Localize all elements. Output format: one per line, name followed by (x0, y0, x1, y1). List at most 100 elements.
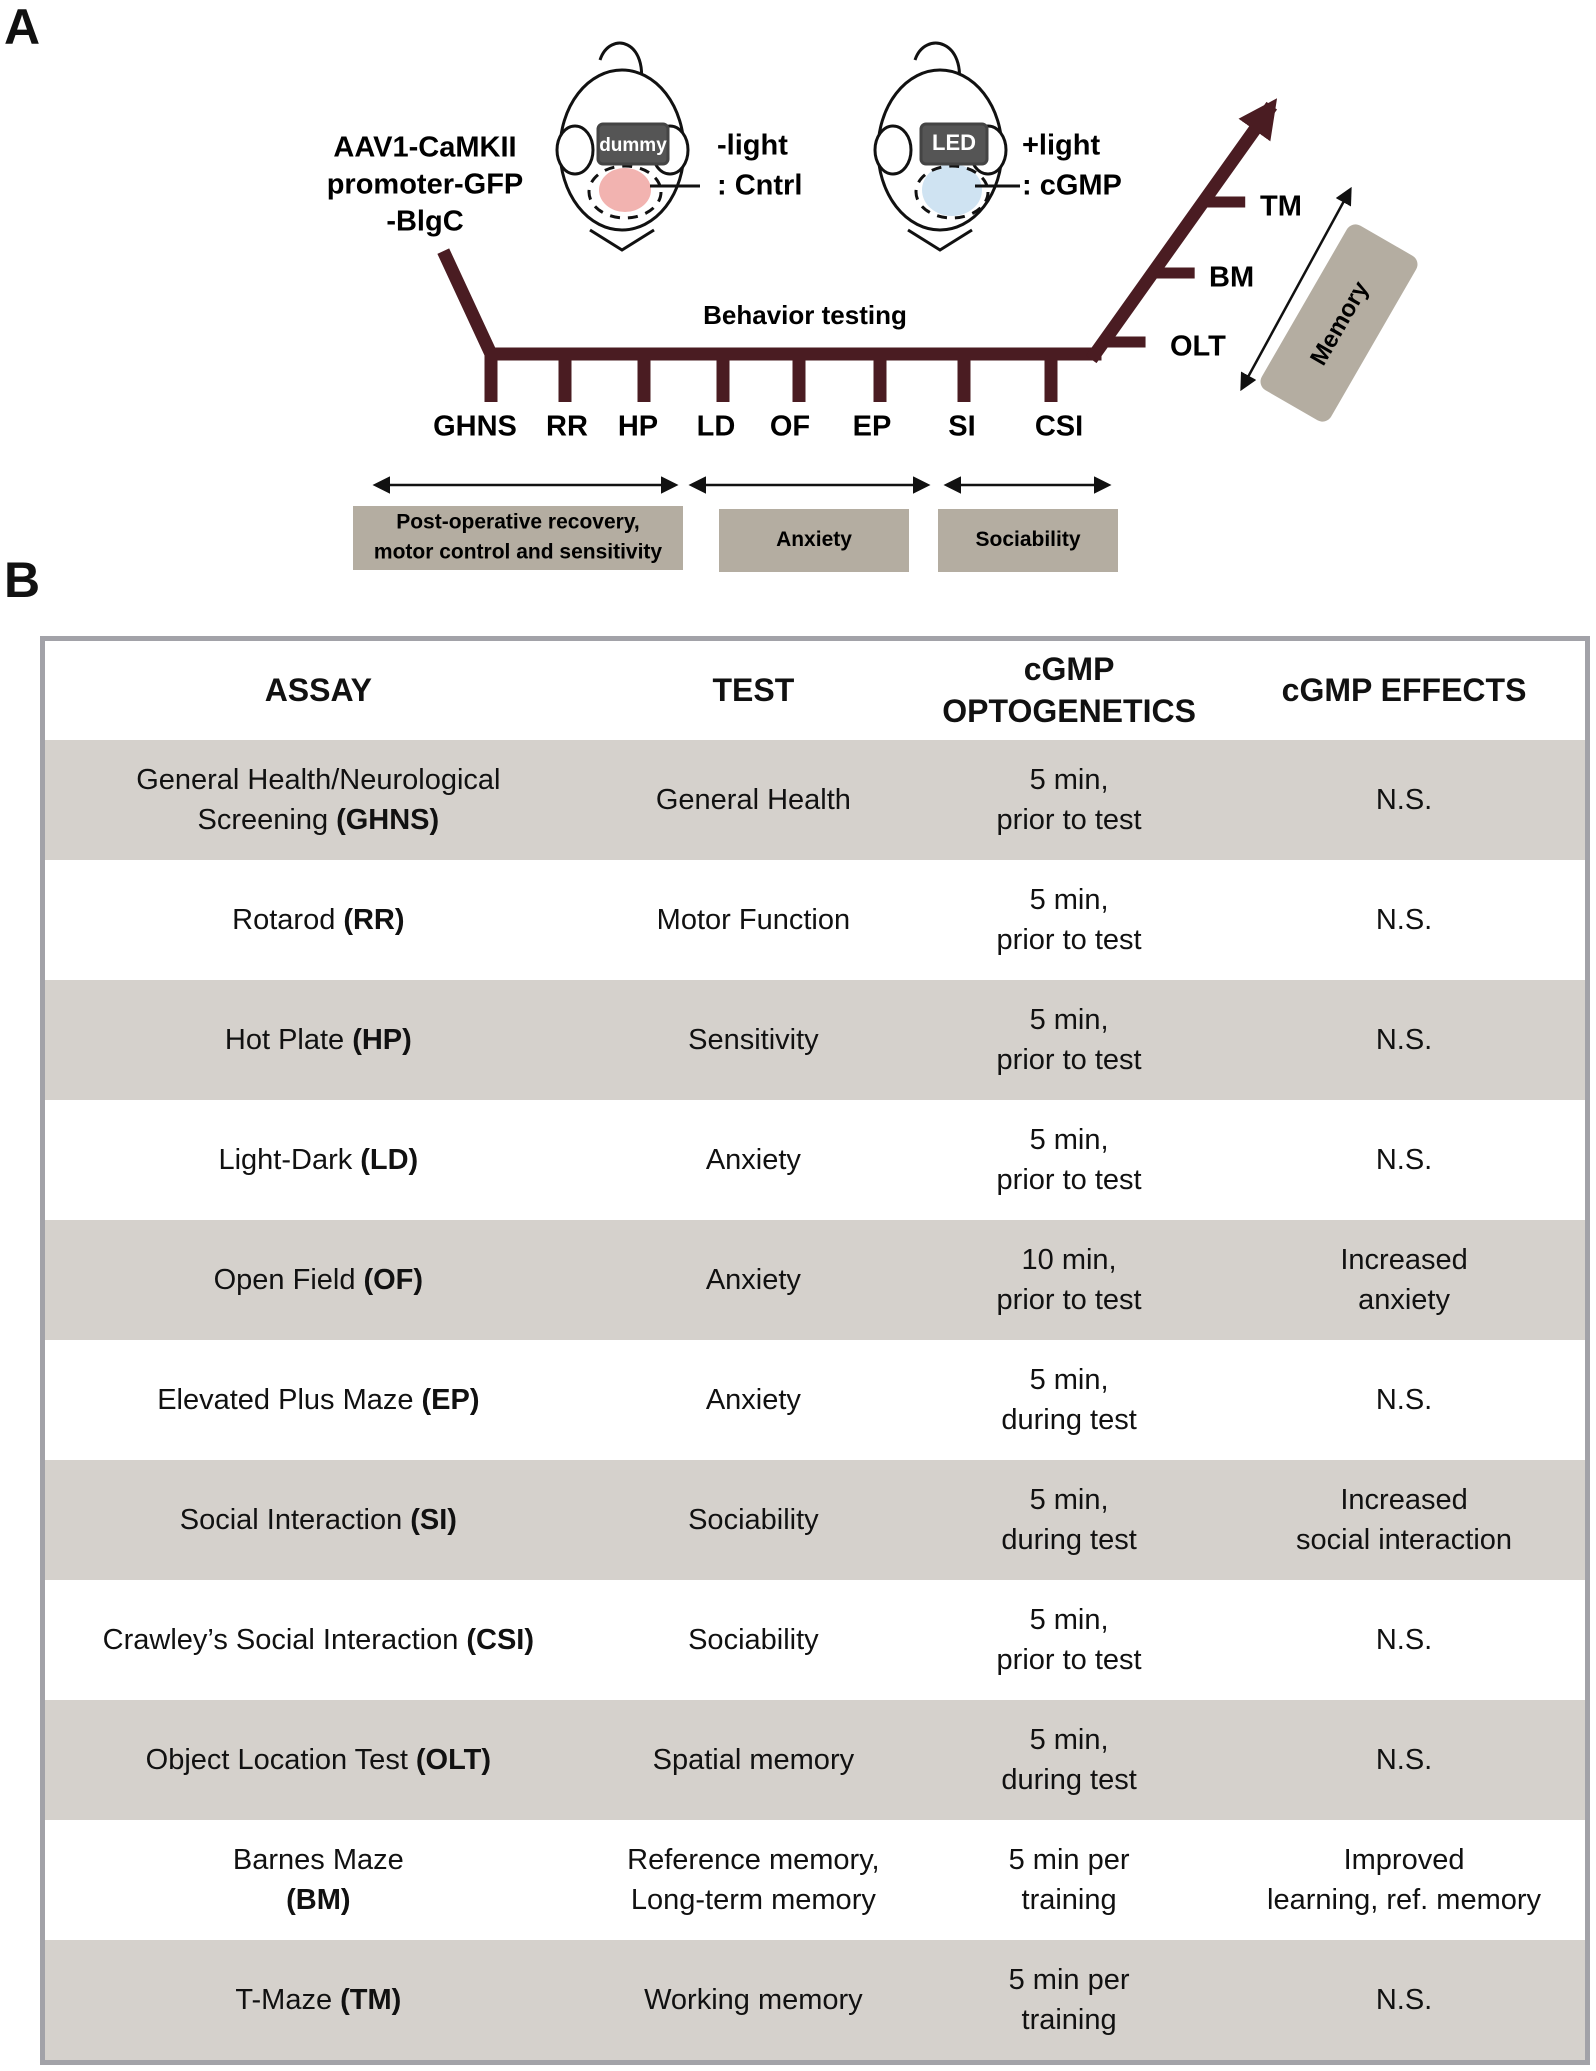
assay-text: (EP) (421, 1383, 480, 1416)
cell-text: 5 min, (1029, 1603, 1109, 1636)
cell-text: 5 min per (1008, 1843, 1130, 1876)
cell-text: Anxiety (705, 1263, 801, 1296)
cell-text: N.S. (1375, 1983, 1433, 2016)
condition-text: : Cntrl (717, 170, 802, 202)
optogenetics-cell: 5 min, prior to test (915, 1100, 1223, 1220)
test-cell: Sensitivity (591, 980, 916, 1100)
table-row: Open Field (OF) Anxiety 10 min, prior to tes… (45, 1220, 1585, 1340)
assay-line: Crawley’s Social Interaction (CSI) (45, 1620, 592, 1660)
assay-line: Light-Dark (LD) (45, 1140, 592, 1180)
cell-text: Increased (1340, 1483, 1468, 1516)
group-label: motor control and sensitivity (374, 541, 663, 564)
group-box (353, 506, 683, 570)
assay-cell: Rotarod (RR) (45, 860, 592, 980)
assay-text: (OF) (363, 1263, 424, 1296)
group-label: Sociability (975, 528, 1080, 551)
group-label: Post-operative recovery, (396, 511, 640, 534)
assay-cell: Open Field (OF) (45, 1220, 592, 1340)
assay-text: (GHNS) (336, 804, 440, 836)
test-label: CSI (1035, 411, 1083, 443)
assay-text: (RR) (343, 903, 405, 936)
assay-text: (CSI) (466, 1623, 535, 1656)
test-cell: Spatial memory (591, 1700, 916, 1820)
optogenetics-cell: 5 min, during test (915, 1700, 1224, 1820)
cell-text: 5 min, (1029, 1723, 1109, 1756)
cell-text: prior to test (996, 1644, 1142, 1676)
cell-text: Long-term memory (630, 1884, 876, 1916)
effects-cell: N.S. (1223, 980, 1585, 1100)
memory-box: Memory (1260, 224, 1418, 422)
device-label: dummy (599, 135, 667, 156)
mouse-control (555, 41, 700, 252)
effects-cell: N.S. (1223, 740, 1585, 860)
cell-text: 5 min per (1008, 1963, 1130, 1996)
cell-text: during test (1001, 1404, 1137, 1436)
header-cell: cGMP OPTOGENETICS (915, 641, 1223, 740)
test-cell: Motor Function (592, 860, 915, 980)
table-row: T-Maze (TM) Working memory 5 min per trainin… (45, 1940, 1585, 2060)
test-cell: Working memory (591, 1940, 916, 2060)
table-frame: ASSAY TEST cGMP OPTOGENETICS cGMP EFFECTS Ge… (40, 636, 1590, 2065)
header-text: cGMP (1023, 650, 1115, 687)
effects-cell: Improved learning, ref. memory (1223, 1820, 1585, 1940)
cell-text: training (1021, 2004, 1117, 2036)
group-label: Anxiety (776, 528, 852, 551)
injection-text: -BlgC (386, 206, 463, 238)
panel-a: Memory AAV1-CaMKII promoter-GFP -BlgC dummy… (327, 41, 1418, 572)
effects-cell: N.S. (1223, 1100, 1585, 1220)
assay-text: (BM) (286, 1884, 351, 1916)
test-label: SI (948, 411, 975, 443)
assay-line: (BM) (45, 1880, 592, 1920)
test-label: GHNS (433, 411, 517, 443)
assay-line: Object Location Test (OLT) (45, 1740, 592, 1780)
panel-label: A (4, 0, 41, 55)
assay-line: Social Interaction (SI) (45, 1500, 592, 1540)
assay-cell: Crawley’s Social Interaction (CSI) (45, 1580, 592, 1700)
table-row: Hot Plate (HP) Sensitivity 5 min, prior to t… (45, 980, 1585, 1100)
cell-text: prior to test (996, 804, 1142, 836)
assay-text: (TM) (340, 1983, 402, 2016)
header-cell: TEST (592, 641, 915, 740)
cell-text: Sociability (688, 1623, 819, 1656)
cell-text: N.S. (1375, 783, 1433, 816)
assay-cell: Light-Dark (LD) (45, 1100, 592, 1220)
assay-text: Open Field (213, 1263, 356, 1296)
optogenetics-cell: 5 min per training (915, 1940, 1224, 2060)
assay-text: Hot Plate (224, 1023, 345, 1056)
cell-text: 5 min, (1029, 1483, 1109, 1516)
cell-text: Increased (1340, 1243, 1468, 1276)
assay-text: T-Maze (235, 1983, 333, 2016)
timeline-label: Behavior testing (703, 300, 907, 330)
group-box (719, 509, 909, 572)
optogenetics-cell: 5 min, prior to test (915, 1580, 1223, 1700)
test-cell: Anxiety (592, 1340, 915, 1460)
cell-text: Anxiety (705, 1143, 801, 1176)
test-cell: General Health (591, 740, 916, 860)
condition-text: : cGMP (1022, 170, 1122, 202)
cell-text: Working memory (644, 1983, 863, 2016)
test-label: RR (546, 411, 588, 443)
memory-test-label: TM (1260, 191, 1302, 223)
condition-text: +light (1022, 130, 1100, 162)
test-cell: Reference memory, Long-term memory (592, 1820, 915, 1940)
assay-text: General Health/Neurological (136, 763, 501, 796)
assay-text: (OLT) (415, 1743, 492, 1776)
cell-text: learning, ref. memory (1267, 1884, 1542, 1916)
table-row: Object Location Test (OLT) Spatial memory 5… (45, 1700, 1585, 1820)
optogenetics-cell: 5 min, during test (915, 1460, 1224, 1580)
cell-text: 5 min, (1029, 1003, 1109, 1036)
assay-cell: T-Maze (TM) (45, 1940, 592, 2060)
assay-line: Rotarod (RR) (45, 900, 592, 940)
assay-line: Barnes Maze (45, 1840, 592, 1880)
test-label: EP (853, 411, 892, 443)
optogenetics-cell: 5 min per training (915, 1820, 1223, 1940)
assay-line: Hot Plate (HP) (45, 1020, 592, 1060)
cell-text: Sensitivity (688, 1023, 819, 1056)
table-row: Light-Dark (LD) Anxiety 5 min, prior to test… (45, 1100, 1585, 1220)
assay-line: Elevated Plus Maze (EP) (45, 1380, 592, 1420)
table-row: Social Interaction (SI) Sociability 5 min, d… (45, 1460, 1585, 1580)
cell-text: 5 min, (1029, 1123, 1109, 1156)
table-row: Barnes Maze (BM) Reference memory, Long-ter… (45, 1820, 1585, 1940)
cell-text: N.S. (1375, 1743, 1433, 1776)
assay-line: T-Maze (TM) (45, 1980, 592, 2020)
